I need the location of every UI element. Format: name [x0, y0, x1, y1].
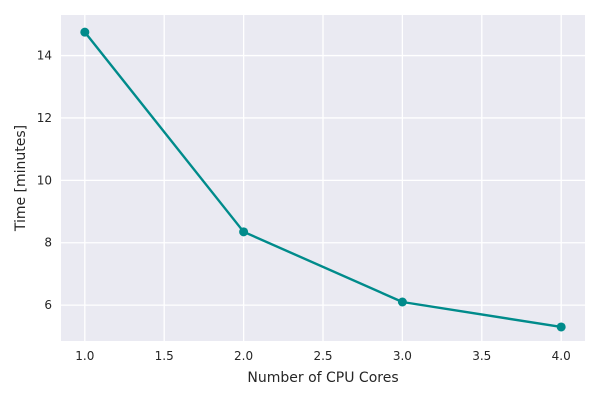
x-gridlines: [84, 15, 562, 341]
y-axis-label: Time [minutes]: [13, 125, 29, 232]
x-tick-label: 3.5: [472, 349, 491, 363]
y-tick-labels: 6 8 10 12 14: [37, 49, 52, 313]
y-tick-label: 14: [37, 49, 52, 63]
y-gridlines: [61, 54, 585, 306]
x-tick-label: 2.0: [234, 349, 253, 363]
x-tick-label: 2.5: [313, 349, 332, 363]
y-tick-label: 6: [44, 298, 52, 312]
x-tick-labels: 1.0 1.5 2.0 2.5 3.0 3.5 4.0: [75, 349, 570, 363]
x-tick-label: 3.0: [393, 349, 412, 363]
data-point: [80, 27, 90, 37]
x-axis-label: Number of CPU Cores: [247, 370, 398, 386]
x-tick-label: 1.0: [75, 349, 94, 363]
y-tick-label: 8: [44, 236, 52, 250]
series-group: [80, 27, 566, 332]
data-point: [556, 322, 566, 332]
y-tick-label: 10: [37, 173, 52, 187]
data-point: [397, 297, 407, 307]
y-tick-label: 12: [37, 111, 52, 125]
x-tick-label: 1.5: [155, 349, 174, 363]
series-line: [83, 31, 562, 329]
x-tick-label: 4.0: [552, 349, 571, 363]
data-point: [239, 227, 249, 237]
